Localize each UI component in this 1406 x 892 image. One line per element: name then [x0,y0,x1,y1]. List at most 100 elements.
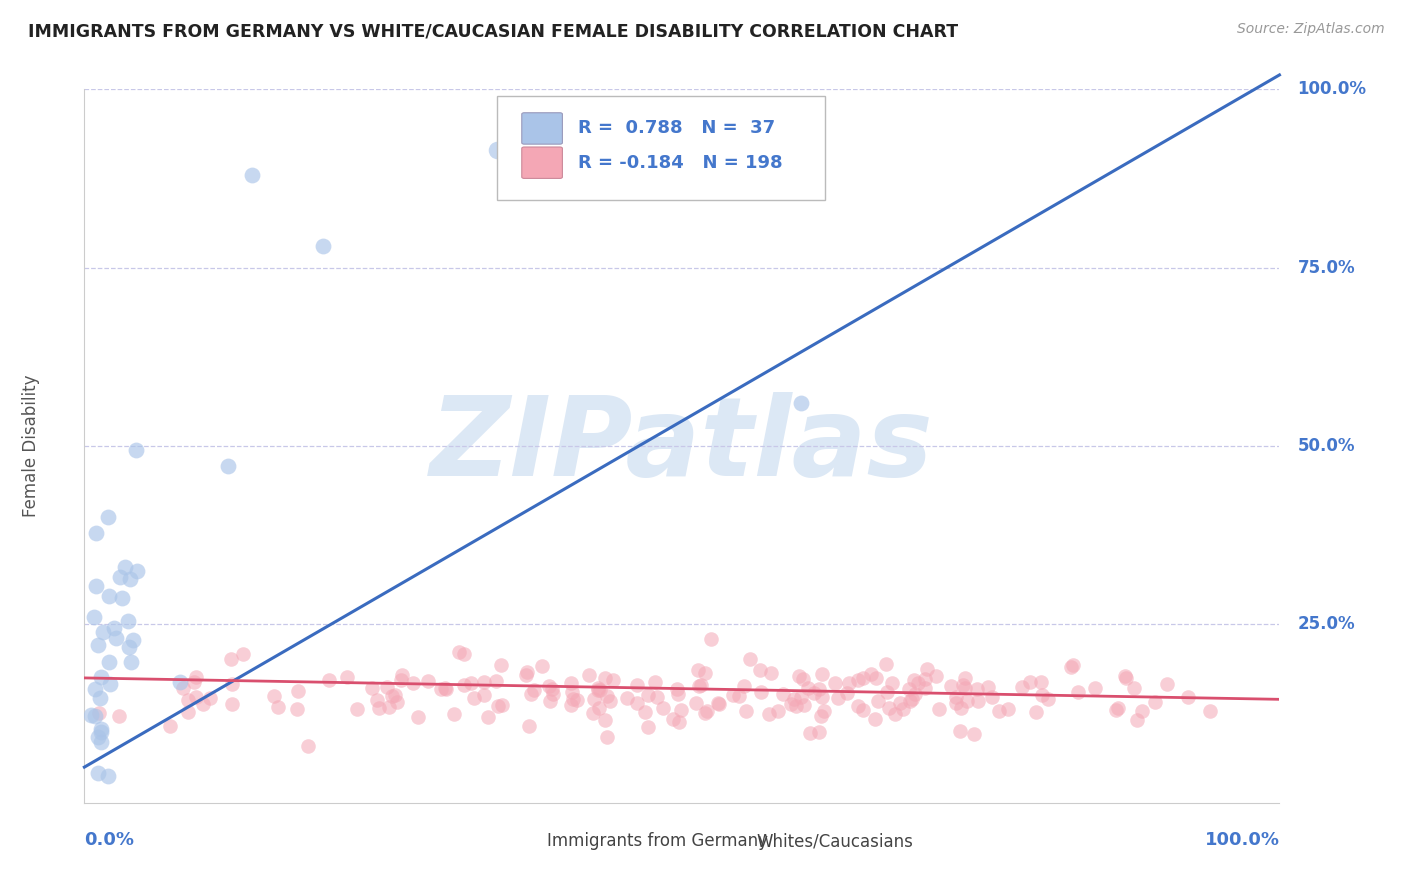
Point [1107,701,1129,715]
Point [565,693,588,707]
Point [84,682,107,697]
Point [127,565,149,579]
Point [759,665,782,680]
Point [117,614,139,628]
Point [955,672,977,686]
Point [367,701,389,715]
Point [169,675,191,690]
Point [626,696,648,710]
Point [1031,688,1053,702]
Point [903,673,925,687]
Text: 50.0%: 50.0% [1298,437,1355,455]
Point [749,685,772,699]
Point [966,694,988,708]
Point [193,697,215,711]
Point [84,708,107,723]
Text: 100.0%: 100.0% [1298,80,1367,98]
Point [721,688,744,702]
Point [593,713,616,727]
Text: 100.0%: 100.0% [1205,831,1279,849]
Point [434,682,457,697]
Point [740,652,762,666]
Point [583,691,606,706]
Point [987,704,1010,718]
Point [803,686,825,700]
Point [523,682,546,697]
Point [285,701,308,715]
Point [453,678,475,692]
Point [728,689,751,703]
Point [120,655,142,669]
Point [1011,680,1033,694]
Point [159,719,181,733]
Point [361,681,384,696]
Point [616,691,638,706]
Point [666,681,689,696]
Point [790,396,813,410]
Point [336,670,359,684]
Point [184,690,207,705]
Point [955,681,977,695]
Point [108,570,131,584]
Point [531,659,554,673]
Point [851,671,873,685]
Point [98,677,121,691]
Point [1038,692,1060,706]
Point [366,693,388,707]
Point [846,699,869,714]
Point [418,674,440,689]
Point [221,677,243,691]
FancyBboxPatch shape [522,147,562,178]
Point [520,688,543,702]
Point [98,589,121,603]
Point [1019,674,1042,689]
Point [900,691,922,706]
Point [287,683,309,698]
Point [1199,704,1222,718]
Point [389,673,412,688]
Point [540,681,562,696]
Point [519,719,541,733]
Point [898,682,921,697]
Point [980,690,1002,705]
Point [596,689,619,703]
Point [1025,705,1047,719]
Point [637,688,659,702]
Point [637,720,659,734]
Point [561,691,583,706]
Point [447,645,470,659]
Point [785,698,807,713]
Point [515,668,537,682]
Point [666,687,689,701]
Point [596,730,619,744]
Text: IMMIGRANTS FROM GERMANY VS WHITE/CAUCASIAN FEMALE DISABILITY CORRELATION CHART: IMMIGRANTS FROM GERMANY VS WHITE/CAUCASI… [28,22,959,40]
Point [907,675,929,690]
Point [688,663,710,677]
Point [1062,657,1084,672]
Point [453,647,475,661]
Point [90,670,112,684]
Text: 25.0%: 25.0% [1298,615,1355,633]
Point [707,696,730,710]
Point [561,685,583,699]
FancyBboxPatch shape [506,832,541,851]
Point [1123,681,1146,696]
Point [97,510,120,524]
Point [1130,704,1153,718]
Point [582,706,605,720]
Point [793,698,815,713]
Point [928,702,950,716]
Point [810,690,832,704]
Point [997,701,1019,715]
FancyBboxPatch shape [522,112,562,145]
Point [578,667,600,681]
Point [1177,690,1199,705]
Point [87,706,110,720]
Point [766,704,789,718]
Point [90,725,112,739]
Point [172,681,194,696]
Point [86,579,108,593]
Point [882,675,904,690]
Point [391,668,413,682]
Point [1114,669,1136,683]
